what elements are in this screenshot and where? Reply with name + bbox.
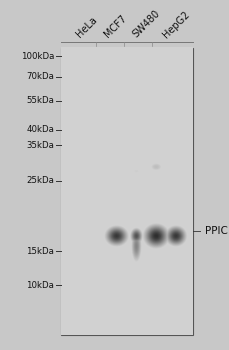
Text: 70kDa: 70kDa: [27, 72, 54, 81]
Text: PPIC: PPIC: [205, 225, 228, 236]
Text: 35kDa: 35kDa: [27, 140, 54, 149]
Text: MCF7: MCF7: [102, 13, 128, 40]
Text: HepG2: HepG2: [161, 9, 192, 40]
Text: 25kDa: 25kDa: [27, 176, 54, 186]
Text: 15kDa: 15kDa: [27, 247, 54, 256]
FancyBboxPatch shape: [61, 48, 193, 335]
Text: HeLa: HeLa: [74, 15, 99, 40]
Text: 40kDa: 40kDa: [27, 125, 54, 134]
Text: 100kDa: 100kDa: [21, 51, 54, 61]
Text: 55kDa: 55kDa: [27, 96, 54, 105]
Text: SW480: SW480: [130, 8, 161, 40]
Text: 10kDa: 10kDa: [27, 281, 54, 290]
